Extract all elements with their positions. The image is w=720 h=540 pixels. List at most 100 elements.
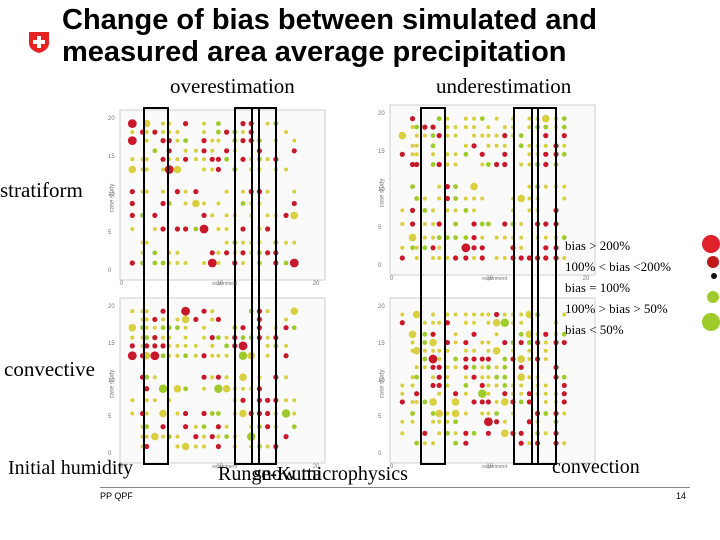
bias-dot: [437, 431, 442, 436]
bias-dot: [265, 424, 271, 430]
bias-dot: [422, 208, 428, 213]
bias-dot: [175, 157, 180, 162]
bias-dot: [210, 213, 215, 218]
bias-dot: [193, 424, 198, 429]
bias-dot: [216, 335, 221, 340]
bias-dot: [290, 211, 299, 220]
snow-microphysics-label: snow microphysics: [254, 463, 408, 485]
bias-dot: [183, 386, 189, 392]
legend-item-1: bias > 200%: [565, 238, 631, 253]
bias-dot: [216, 434, 221, 439]
bias-dot: [484, 417, 493, 427]
bias-dot: [445, 133, 450, 138]
bias-dot: [201, 424, 207, 430]
bias-dot: [494, 311, 500, 318]
bias-dot: [471, 364, 477, 370]
bias-dot: [410, 411, 415, 416]
bias-dot: [201, 353, 207, 359]
bias-dot: [429, 398, 437, 406]
bias-dot: [518, 255, 524, 261]
bias-dot: [410, 383, 415, 388]
bias-dot: [502, 161, 508, 168]
bias-dot: [486, 411, 491, 416]
bias-dot: [437, 256, 442, 260]
bias-dot: [202, 130, 207, 135]
bias-dot: [409, 116, 416, 122]
bias-dot: [422, 196, 427, 201]
slide-title: Change of bias between simulated and mea…: [62, 4, 702, 68]
bias-dot: [486, 162, 491, 167]
bias-dot: [451, 398, 460, 406]
bias-dot: [216, 201, 221, 206]
bias-dot: [422, 340, 428, 345]
bias-dot: [216, 129, 221, 135]
bias-dot: [519, 383, 524, 388]
bias-dot: [486, 221, 491, 227]
bias-dot: [152, 129, 158, 135]
bias-dot: [193, 316, 199, 323]
bias-dot: [144, 189, 149, 194]
bias-dot: [453, 125, 458, 130]
bias-dot: [175, 138, 180, 143]
bias-dot: [193, 148, 198, 153]
bias-dot: [502, 374, 508, 380]
bias-dot: [463, 312, 468, 317]
bias-dot: [517, 194, 525, 203]
bias-dot: [431, 441, 436, 446]
bias-dot: [502, 356, 508, 362]
bias-dot: [453, 235, 458, 241]
bias-dot: [409, 161, 416, 168]
bias-dot: [175, 444, 180, 449]
bias-dot: [463, 151, 469, 157]
bias-dot: [201, 148, 207, 154]
bias-dot: [161, 317, 166, 322]
bias-dot: [453, 162, 458, 167]
bias-dot: [414, 391, 420, 397]
bias-dot: [561, 124, 567, 130]
bias-dot: [216, 138, 221, 143]
bias-dot: [210, 353, 215, 358]
legend-item-4: 100% > bias > 50%: [565, 301, 668, 316]
bias-dot: [479, 356, 485, 362]
bias-dot: [519, 245, 524, 250]
x-tick-label: 10: [216, 464, 224, 470]
bias-dot: [144, 443, 150, 450]
bias-dot: [291, 148, 297, 154]
bias-dot: [453, 152, 458, 157]
bias-dot: [453, 365, 458, 370]
bias-dot: [445, 116, 450, 121]
bias-dot: [486, 391, 491, 396]
bias-dot: [562, 184, 567, 189]
bias-dot: [463, 125, 468, 130]
x-tick-label: 0: [120, 464, 124, 470]
bias-dot: [193, 434, 199, 440]
bias-dot: [265, 335, 270, 340]
bias-dot: [209, 434, 215, 440]
bias-dot: [485, 399, 491, 405]
bias-dot: [400, 208, 405, 213]
bias-dot: [152, 148, 158, 154]
bias-dot: [400, 431, 405, 436]
bias-dot: [430, 162, 436, 167]
bias-dot: [183, 138, 189, 144]
bias-dot: [502, 133, 508, 139]
convective-row-label: convective: [4, 357, 95, 381]
y-tick-label: 15: [108, 154, 115, 160]
bias-dot: [193, 189, 199, 195]
bias-dot: [283, 212, 289, 218]
bias-dot: [472, 312, 477, 317]
bias-dot: [224, 250, 230, 256]
bias-dot: [224, 129, 230, 135]
bias-dot: [453, 208, 458, 213]
bias-dot: [128, 165, 137, 174]
bias-dot: [471, 430, 477, 436]
bias-dot: [175, 353, 180, 358]
title-line-2: measured area average precipitation: [62, 36, 567, 68]
bias-dot: [422, 222, 427, 226]
bias-dot: [144, 374, 150, 380]
bias-dot: [192, 199, 200, 208]
bias-dot: [471, 331, 477, 337]
bias-dot: [436, 364, 442, 370]
bias-dot: [201, 212, 207, 218]
bias-dot: [471, 235, 477, 241]
